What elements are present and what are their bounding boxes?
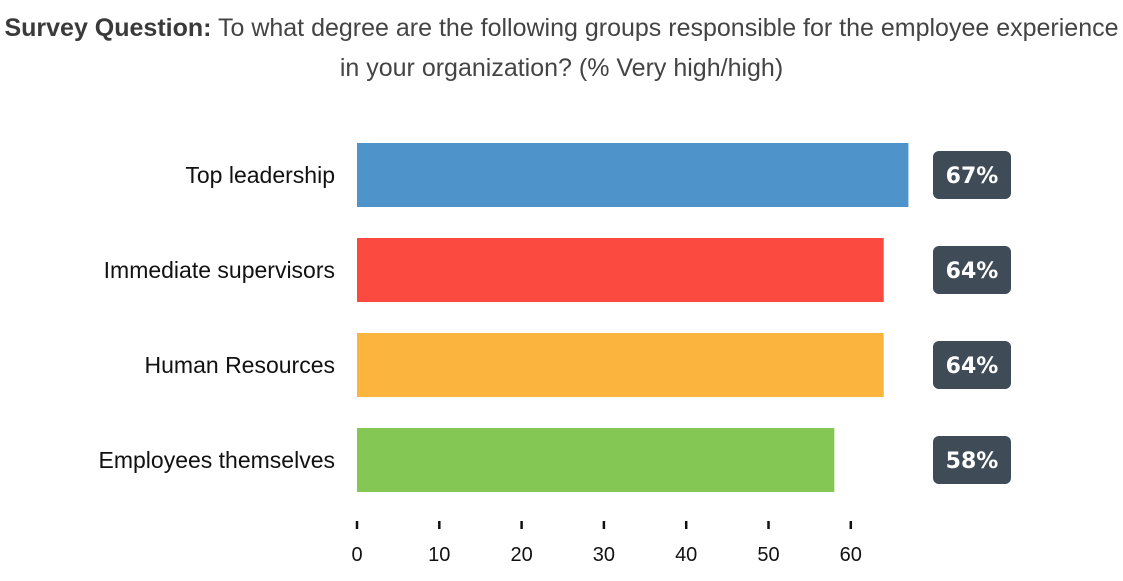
category-label-employees-themselves: Employees themselves: [99, 447, 336, 473]
chart-title: Survey Question: To what degree are the …: [0, 8, 1123, 88]
value-badge-immediate-supervisors: [933, 246, 1011, 294]
bar-human-resources: [357, 333, 884, 397]
bar-immediate-supervisors: [357, 238, 884, 302]
title-lead: Survey Question:: [4, 14, 212, 42]
x-tick-label-0: 0: [351, 544, 362, 566]
value-label-top-leadership: 67%: [946, 164, 999, 189]
value-label-immediate-supervisors: 64%: [946, 259, 999, 284]
x-tick-label-30: 30: [593, 544, 615, 566]
category-label-top-leadership: Top leadership: [185, 162, 335, 188]
bar-employees-themselves: [357, 428, 835, 492]
value-label-human-resources: 64%: [946, 354, 999, 379]
category-label-human-resources: Human Resources: [145, 352, 335, 378]
value-label-employees-themselves: 58%: [946, 449, 999, 474]
x-tick-label-40: 40: [675, 544, 697, 566]
title-text: To what degree are the following groups …: [217, 14, 1119, 82]
category-label-immediate-supervisors: Immediate supervisors: [104, 257, 335, 283]
bar-top-leadership: [357, 143, 909, 207]
value-badge-top-leadership: [933, 151, 1011, 199]
x-tick-label-10: 10: [428, 544, 450, 566]
x-tick-label-50: 50: [757, 544, 779, 566]
x-tick-label-20: 20: [510, 544, 532, 566]
x-tick-label-60: 60: [840, 544, 862, 566]
value-badge-human-resources: [933, 341, 1011, 389]
value-badge-employees-themselves: [933, 436, 1011, 484]
